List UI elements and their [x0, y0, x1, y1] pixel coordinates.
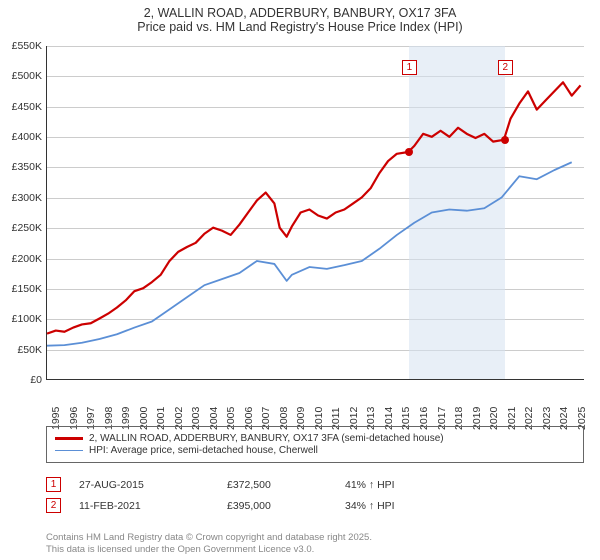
marker-pct-2: 34% ↑ HPI	[345, 500, 445, 512]
marker-dot-2	[501, 136, 509, 144]
legend-swatch-property	[55, 437, 83, 439]
y-tick-label: £50K	[0, 344, 42, 356]
series-property	[47, 82, 581, 333]
legend-label-hpi: HPI: Average price, semi-detached house,…	[89, 445, 318, 456]
marker-row-2: 2 11-FEB-2021 £395,000 34% ↑ HPI	[46, 495, 584, 516]
y-tick-label: £100K	[0, 313, 42, 325]
legend-item-property: 2, WALLIN ROAD, ADDERBURY, BANBURY, OX17…	[55, 433, 575, 444]
chart-container: 2, WALLIN ROAD, ADDERBURY, BANBURY, OX17…	[0, 0, 600, 560]
marker-table: 1 27-AUG-2015 £372,500 41% ↑ HPI 2 11-FE…	[46, 474, 584, 516]
y-axis: £0£50K£100K£150K£200K£250K£300K£350K£400…	[0, 46, 44, 380]
y-tick-label: £250K	[0, 222, 42, 234]
x-axis: 1995199619971998199920002001200220032004…	[46, 382, 584, 422]
footer-attribution: Contains HM Land Registry data © Crown c…	[46, 532, 372, 556]
marker-price-1: £372,500	[227, 479, 327, 491]
y-tick-label: £0	[0, 374, 42, 386]
plot-area: 12	[46, 46, 584, 380]
marker-badge-1: 1	[46, 477, 61, 492]
y-tick-label: £150K	[0, 283, 42, 295]
title-subtitle: Price paid vs. HM Land Registry's House …	[10, 20, 590, 34]
marker-badge-2: 2	[46, 498, 61, 513]
y-tick-label: £500K	[0, 70, 42, 82]
marker-price-2: £395,000	[227, 500, 327, 512]
y-tick-label: £350K	[0, 161, 42, 173]
y-tick-label: £200K	[0, 253, 42, 265]
marker-box-2: 2	[498, 60, 513, 75]
title-address: 2, WALLIN ROAD, ADDERBURY, BANBURY, OX17…	[10, 6, 590, 20]
marker-date-1: 27-AUG-2015	[79, 479, 209, 491]
legend: 2, WALLIN ROAD, ADDERBURY, BANBURY, OX17…	[46, 426, 584, 463]
y-tick-label: £400K	[0, 131, 42, 143]
legend-swatch-hpi	[55, 450, 83, 452]
footer-line1: Contains HM Land Registry data © Crown c…	[46, 532, 372, 544]
marker-dot-1	[405, 148, 413, 156]
footer-line2: This data is licensed under the Open Gov…	[46, 544, 372, 556]
line-series	[47, 46, 584, 379]
marker-pct-1: 41% ↑ HPI	[345, 479, 445, 491]
series-hpi	[47, 162, 572, 345]
marker-box-1: 1	[402, 60, 417, 75]
marker-row-1: 1 27-AUG-2015 £372,500 41% ↑ HPI	[46, 474, 584, 495]
y-tick-label: £450K	[0, 101, 42, 113]
marker-date-2: 11-FEB-2021	[79, 500, 209, 512]
legend-item-hpi: HPI: Average price, semi-detached house,…	[55, 445, 575, 456]
y-tick-label: £300K	[0, 192, 42, 204]
title-block: 2, WALLIN ROAD, ADDERBURY, BANBURY, OX17…	[0, 0, 600, 36]
legend-label-property: 2, WALLIN ROAD, ADDERBURY, BANBURY, OX17…	[89, 433, 444, 444]
y-tick-label: £550K	[0, 40, 42, 52]
